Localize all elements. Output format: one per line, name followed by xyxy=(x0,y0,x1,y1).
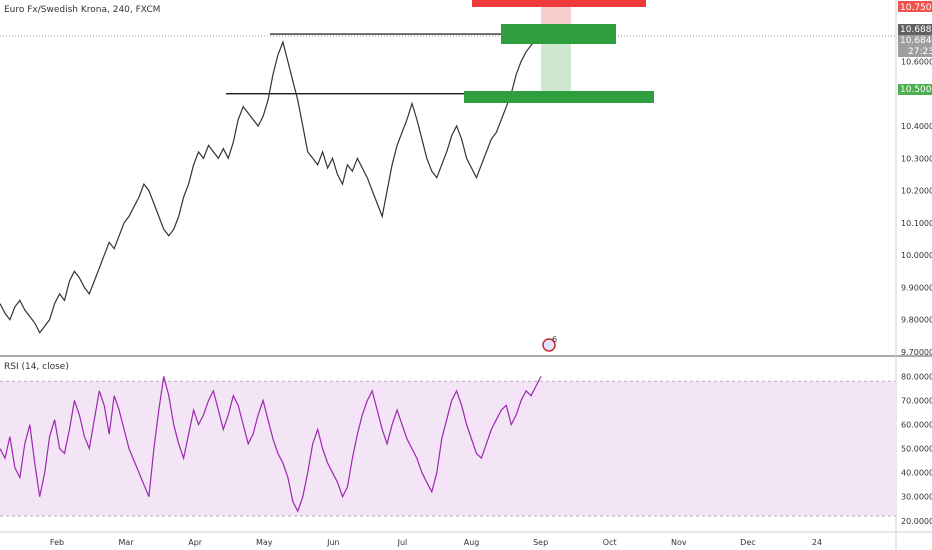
rsi-tick-label: 70.0000 xyxy=(901,396,932,405)
rsi-band xyxy=(0,381,896,516)
price-tick-label: 9.80000 xyxy=(901,316,932,325)
rsi-title: RSI (14, close) xyxy=(4,362,69,372)
open-label-box[interactable] xyxy=(501,24,616,44)
rsi-tick-label: 40.0000 xyxy=(901,469,932,478)
price-tick-label: 10.60000 xyxy=(901,57,932,66)
price-tick-label: 10.10000 xyxy=(901,219,932,228)
prev-price-label: 10.68490 xyxy=(900,36,932,46)
time-tick-label: Oct xyxy=(603,538,617,547)
price-pane[interactable] xyxy=(0,0,896,355)
price-tick-label: 10.00000 xyxy=(901,251,932,260)
rsi-line xyxy=(0,376,542,513)
time-tick-label: May xyxy=(256,538,273,547)
countdown-box xyxy=(898,46,932,57)
time-tick-label: Jul xyxy=(397,538,408,547)
time-tick-label: Sep xyxy=(533,538,548,547)
target-price-label: 10.50000 xyxy=(900,85,932,95)
time-tick-label: 24 xyxy=(812,538,822,547)
price-line xyxy=(0,33,542,334)
rsi-axis[interactable]: 80.0000 70.0000 60.0000 50.0000 40.0000 30.00… xyxy=(901,372,932,525)
rsi-tick-label: 60.0000 xyxy=(901,421,932,430)
rsi-tick-label: 30.0000 xyxy=(901,493,932,502)
rsi-tick-label: 80.0000 xyxy=(901,372,932,381)
time-tick-label: Dec xyxy=(740,538,755,547)
event-marker[interactable] xyxy=(542,338,556,352)
target-label-box[interactable] xyxy=(464,91,654,103)
stop-label-box[interactable] xyxy=(472,0,646,7)
time-tick-label: Jun xyxy=(326,538,340,547)
time-axis[interactable]: Feb Mar Apr May Jun Jul Aug Sep Oct Nov Dec 24 xyxy=(50,538,822,547)
price-tick-label: 10.20000 xyxy=(901,187,932,196)
price-tick-label: 10.30000 xyxy=(901,154,932,163)
prev-price-box xyxy=(898,35,932,46)
event-count: 6 xyxy=(552,335,557,344)
time-tick-label: Feb xyxy=(50,538,64,547)
time-tick-label: Nov xyxy=(671,538,687,547)
time-tick-label: Apr xyxy=(188,538,203,547)
stop-price-label: 10.75000 xyxy=(900,3,932,13)
price-series xyxy=(0,33,542,334)
rsi-tick-label: 20.0000 xyxy=(901,517,932,526)
countdown-label: 27:23 xyxy=(908,47,932,57)
price-tick-label: 9.70000 xyxy=(901,348,932,357)
rsi-tick-label: 50.0000 xyxy=(901,445,932,454)
time-tick-label: Aug xyxy=(464,538,480,547)
chart-title: Euro Fx/Swedish Krona, 240, FXCM xyxy=(4,5,160,15)
time-tick-label: Mar xyxy=(119,538,135,547)
price-tick-label: 10.40000 xyxy=(901,122,932,131)
current-price-label: 10.68880 xyxy=(900,25,932,35)
price-axis[interactable]: 10.60000 10.40000 10.30000 10.20000 10.10000… xyxy=(901,57,932,357)
current-price-box xyxy=(898,24,932,35)
target-price-box xyxy=(898,84,932,95)
rsi-series xyxy=(0,376,542,513)
price-tick-label: 9.90000 xyxy=(901,283,932,292)
stop-price-box xyxy=(898,1,932,12)
